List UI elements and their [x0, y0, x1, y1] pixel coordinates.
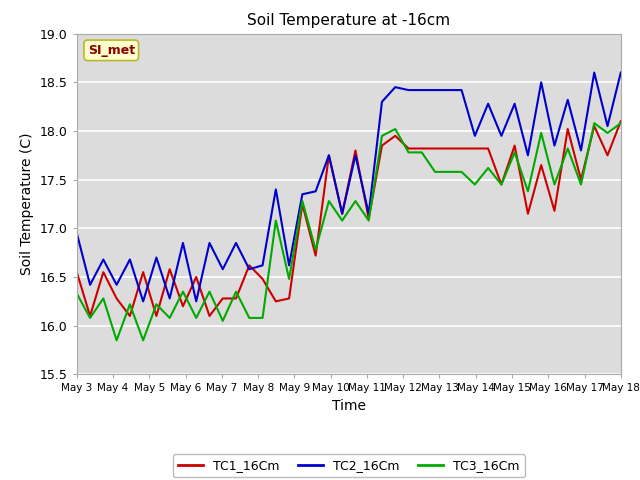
Y-axis label: Soil Temperature (C): Soil Temperature (C) [20, 133, 35, 275]
X-axis label: Time: Time [332, 399, 366, 413]
Legend: TC1_16Cm, TC2_16Cm, TC3_16Cm: TC1_16Cm, TC2_16Cm, TC3_16Cm [173, 454, 525, 477]
Title: Soil Temperature at -16cm: Soil Temperature at -16cm [247, 13, 451, 28]
Text: SI_met: SI_met [88, 44, 135, 57]
